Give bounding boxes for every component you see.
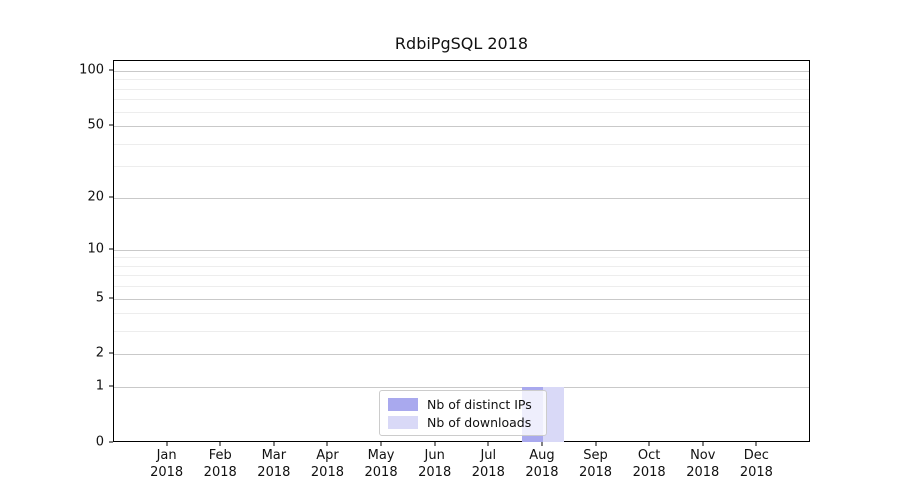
minor-gridline-9 bbox=[114, 257, 809, 259]
minor-gridline-3 bbox=[114, 331, 809, 333]
y-tick-label-2: 2 bbox=[95, 345, 104, 361]
x-tick-label-may: May 2018 bbox=[364, 448, 398, 480]
minor-gridline-70 bbox=[114, 99, 809, 101]
legend-entry-distinct-ips: Nb of distinct IPs bbox=[388, 397, 538, 412]
x-tick-label-jun: Jun 2018 bbox=[418, 448, 452, 480]
y-tick-label-0: 0 bbox=[95, 434, 104, 450]
y-tick-mark-20 bbox=[109, 196, 113, 198]
minor-gridline-30 bbox=[114, 166, 809, 168]
y-tick-label-100: 100 bbox=[79, 62, 104, 78]
minor-gridline-8 bbox=[114, 265, 809, 267]
x-tick-mark-nov bbox=[702, 442, 704, 446]
x-tick-mark-aug bbox=[541, 442, 543, 446]
minor-gridline-6 bbox=[114, 286, 809, 288]
major-gridline-5 bbox=[114, 298, 809, 300]
y-tick-mark-50 bbox=[109, 124, 113, 126]
legend: Nb of distinct IPs Nb of downloads bbox=[379, 390, 547, 436]
y-tick-mark-0 bbox=[109, 441, 113, 443]
bar-aug-2018-downloads bbox=[542, 387, 565, 442]
minor-gridline-4 bbox=[114, 313, 809, 315]
minor-gridline-7 bbox=[114, 275, 809, 277]
legend-label-downloads: Nb of downloads bbox=[427, 414, 532, 430]
major-gridline-1 bbox=[114, 387, 809, 389]
x-tick-mark-feb bbox=[219, 442, 221, 446]
y-tick-mark-1 bbox=[109, 385, 113, 387]
minor-gridline-80 bbox=[114, 88, 809, 90]
x-tick-label-apr: Apr 2018 bbox=[310, 448, 344, 480]
x-tick-mark-jul bbox=[487, 442, 489, 446]
y-tick-mark-10 bbox=[109, 248, 113, 250]
minor-gridline-40 bbox=[114, 143, 809, 145]
x-tick-mark-mar bbox=[273, 442, 275, 446]
x-tick-label-feb: Feb 2018 bbox=[203, 448, 237, 480]
y-tick-mark-100 bbox=[109, 69, 113, 71]
major-gridline-2 bbox=[114, 354, 809, 356]
major-gridline-20 bbox=[114, 197, 809, 199]
minor-gridline-90 bbox=[114, 79, 809, 81]
legend-entry-downloads: Nb of downloads bbox=[388, 415, 538, 430]
x-tick-mark-jun bbox=[434, 442, 436, 446]
chart-title: RdbiPgSQL 2018 bbox=[394, 34, 529, 53]
x-tick-label-dec: Dec 2018 bbox=[739, 448, 773, 480]
y-tick-label-5: 5 bbox=[95, 290, 104, 306]
y-tick-mark-5 bbox=[109, 297, 113, 299]
x-tick-mark-may bbox=[380, 442, 382, 446]
x-tick-label-aug: Aug 2018 bbox=[525, 448, 559, 480]
y-tick-label-20: 20 bbox=[87, 189, 104, 205]
x-tick-label-jan: Jan 2018 bbox=[150, 448, 184, 480]
x-tick-label-sep: Sep 2018 bbox=[578, 448, 613, 480]
x-tick-label-nov: Nov 2018 bbox=[686, 448, 720, 480]
plot-area: Nb of distinct IPs Nb of downloads bbox=[113, 60, 810, 442]
y-tick-label-10: 10 bbox=[87, 241, 104, 257]
major-gridline-50 bbox=[114, 126, 809, 128]
legend-swatch-distinct-ips-icon bbox=[388, 397, 418, 411]
minor-gridline-60 bbox=[114, 111, 809, 113]
x-tick-mark-jan bbox=[166, 442, 168, 446]
x-tick-mark-apr bbox=[326, 442, 328, 446]
legend-label-distinct-ips: Nb of distinct IPs bbox=[427, 396, 532, 412]
y-tick-label-1: 1 bbox=[95, 378, 104, 394]
x-tick-mark-dec bbox=[755, 442, 757, 446]
x-tick-label-mar: Mar 2018 bbox=[257, 448, 291, 480]
x-tick-mark-sep bbox=[595, 442, 597, 446]
y-tick-label-50: 50 bbox=[87, 117, 104, 133]
x-tick-label-jul: Jul 2018 bbox=[471, 448, 505, 480]
x-tick-label-oct: Oct 2018 bbox=[632, 448, 666, 480]
major-gridline-10 bbox=[114, 249, 809, 251]
y-tick-mark-2 bbox=[109, 352, 113, 354]
major-gridline-100 bbox=[114, 71, 809, 72]
x-tick-mark-oct bbox=[648, 442, 650, 446]
legend-swatch-downloads-icon bbox=[388, 415, 418, 429]
